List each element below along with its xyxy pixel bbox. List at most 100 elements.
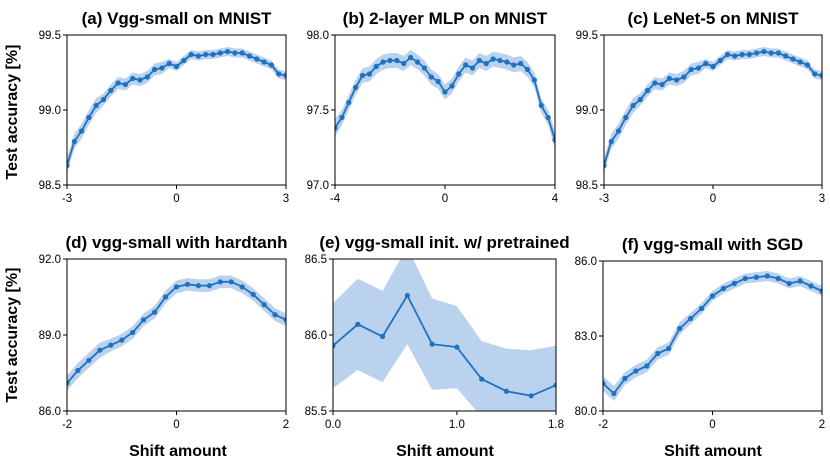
data-point <box>630 102 636 109</box>
y-tick-label: 99.0 <box>576 105 598 117</box>
data-point <box>812 71 818 77</box>
chart-title: (e) vgg-small init. w/ pretrained <box>319 233 569 252</box>
x-tick-label: -2 <box>598 419 608 431</box>
data-point <box>428 74 434 80</box>
data-point <box>379 333 386 340</box>
data-point <box>479 376 485 382</box>
confidence-band <box>335 50 555 149</box>
data-point <box>677 325 683 332</box>
data-point <box>272 312 278 318</box>
data-point <box>666 75 673 82</box>
data-point <box>720 285 727 292</box>
data-point <box>130 75 136 82</box>
data-point <box>152 309 158 315</box>
data-point <box>674 77 680 83</box>
x-tick-label: -3 <box>62 193 72 205</box>
data-point <box>710 63 716 70</box>
data-point <box>604 162 607 169</box>
data-point <box>819 288 822 294</box>
data-point <box>786 280 792 287</box>
confidence-band <box>333 259 556 411</box>
chart-title: (d) vgg-small with hardtanh <box>66 233 288 252</box>
x-tick-label: 3 <box>819 193 825 205</box>
data-point <box>761 48 767 55</box>
confidence-band <box>603 271 822 401</box>
data-point <box>100 96 107 103</box>
data-point <box>130 329 136 336</box>
y-tick-label: 98.5 <box>576 180 598 192</box>
x-tick-label: -4 <box>330 193 341 205</box>
y-axis-label-bottom: Test accuracy [%] <box>4 268 21 403</box>
data-point <box>783 53 789 59</box>
y-tick-label: 97.5 <box>307 105 329 117</box>
data-point <box>463 62 469 68</box>
data-point <box>524 66 531 73</box>
y-tick-label: 89.0 <box>39 330 61 342</box>
x-tick-label: 0 <box>173 419 179 431</box>
data-point <box>753 274 759 280</box>
data-point <box>71 138 77 145</box>
y-tick-label: 83.0 <box>575 331 597 343</box>
x-tick-label: 3 <box>283 193 289 205</box>
series-line <box>333 294 556 397</box>
data-point <box>808 283 814 289</box>
data-point <box>754 50 760 56</box>
data-point <box>775 275 781 282</box>
x-tick-label: -3 <box>599 193 609 205</box>
data-point <box>404 292 410 299</box>
chart-title: (c) LeNet-5 on MNIST <box>628 9 800 28</box>
plot-area <box>603 271 822 401</box>
data-point <box>622 375 628 382</box>
data-point <box>644 363 650 369</box>
y-tick-label: 99.5 <box>576 30 598 42</box>
data-point <box>86 114 92 121</box>
panels: (a) Vgg-small on MNIST 98.5 99.0 99.5 -3 0 3 (b… <box>39 9 826 431</box>
data-point <box>67 162 70 169</box>
data-point <box>698 305 705 312</box>
data-point <box>159 65 165 71</box>
x-tick-label: 4 <box>552 193 559 205</box>
data-point <box>210 51 216 58</box>
data-point <box>449 83 455 89</box>
y-tick-label: 99.5 <box>39 30 61 42</box>
data-point <box>166 60 172 67</box>
y-tick-label: 97.0 <box>307 180 329 192</box>
data-point <box>435 78 441 85</box>
data-point <box>188 51 194 58</box>
data-point <box>531 77 537 83</box>
data-point <box>717 57 723 64</box>
data-point <box>724 51 731 58</box>
y-tick-label: 98.0 <box>307 30 329 42</box>
data-point <box>394 57 400 64</box>
data-point <box>476 57 482 64</box>
data-point <box>254 56 260 62</box>
data-point <box>645 87 651 94</box>
data-point <box>511 62 517 68</box>
data-point <box>162 294 169 300</box>
data-point <box>359 72 366 79</box>
chart-panel-2: (b) 2-layer MLP on MNIST 97.0 97.5 98.0 -4 0 4 <box>307 9 559 205</box>
data-point <box>688 315 694 322</box>
plot-area <box>333 259 556 411</box>
data-point <box>225 48 231 55</box>
y-tick-label: 86.0 <box>39 406 61 418</box>
y-tick-label: 86.0 <box>575 256 597 268</box>
data-point <box>666 345 672 352</box>
data-point <box>276 71 282 77</box>
data-point <box>695 65 702 71</box>
y-tick-label: 86.5 <box>305 254 327 266</box>
data-point <box>681 74 687 80</box>
data-point <box>184 281 191 287</box>
chart-panel-1: (a) Vgg-small on MNIST 98.5 99.0 99.5 -3 0 3 <box>39 9 290 205</box>
data-point <box>633 368 639 374</box>
data-point <box>261 59 267 65</box>
data-point <box>333 343 336 349</box>
data-point <box>731 280 738 287</box>
x-tick-label: 1.8 <box>548 419 564 431</box>
y-tick-label: 86.0 <box>305 330 327 342</box>
data-point <box>387 57 393 64</box>
data-point <box>206 283 212 289</box>
data-point <box>552 137 555 143</box>
data-point <box>538 102 544 109</box>
data-point <box>195 283 201 289</box>
